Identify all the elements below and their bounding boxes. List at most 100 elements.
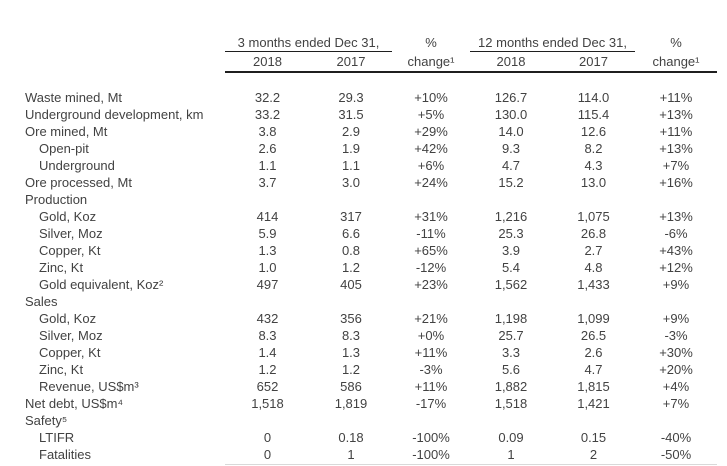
table-row: Gold, Koz 432 356 +21% 1,198 1,099 +9%: [0, 310, 727, 327]
value-cell: 4.3: [584, 158, 603, 173]
row-label: Silver, Moz: [39, 226, 103, 241]
value-cell: 1.1: [258, 158, 277, 173]
value-cell: +31%: [414, 209, 448, 224]
table-header-grid: 3 months ended Dec 31, % 12 months ended…: [225, 34, 717, 70]
value-cell: 8.3: [341, 328, 361, 343]
row-label: Waste mined, Mt: [25, 90, 123, 105]
row-label: Gold, Koz: [39, 311, 97, 326]
value-cell: 652: [256, 379, 279, 394]
table-row: LTIFR 0 0.18 -100% 0.09 0.15 -40%: [0, 429, 727, 446]
value-cell: 12.6: [580, 124, 607, 139]
value-cell: 1.2: [341, 260, 361, 275]
row-label: LTIFR: [39, 430, 75, 445]
value-cell: 8.3: [258, 328, 277, 343]
value-cell: -100%: [412, 430, 450, 445]
table-header: 3 months ended Dec 31, % 12 months ended…: [225, 0, 717, 73]
value-cell: 1,815: [577, 379, 610, 394]
value-cell: +23%: [414, 277, 448, 292]
value-cell: 3.7: [258, 175, 277, 190]
value-cell: 1.2: [258, 362, 277, 377]
value-cell: 586: [340, 379, 362, 394]
value-cell: -11%: [416, 226, 446, 241]
value-cell: [310, 191, 392, 208]
value-cell: -3%: [664, 328, 688, 343]
value-cell: 3.3: [501, 345, 521, 360]
row-label: Fatalities: [39, 447, 92, 462]
pct-change-header-line2: change¹: [407, 54, 455, 69]
value-cell: 497: [256, 277, 279, 292]
value-cell: 0.09: [498, 430, 524, 445]
value-cell: -50%: [660, 447, 692, 462]
table-row: Silver, Moz 8.3 8.3 +0% 25.7 26.5 -3%: [0, 327, 727, 344]
value-cell: 13.0: [580, 175, 607, 190]
value-cell: 0: [263, 447, 272, 462]
value-cell: +9%: [662, 277, 690, 292]
value-cell: 1,421: [577, 396, 610, 411]
pct-change-header-line2: change¹: [652, 54, 700, 69]
value-cell: [552, 293, 635, 310]
row-label: Safety⁵: [25, 413, 68, 428]
value-cell: [392, 191, 470, 208]
value-cell: -6%: [664, 226, 688, 241]
table-row: Net debt, US$m⁴ 1,518 1,819 -17% 1,518 1…: [0, 395, 727, 412]
value-cell: +13%: [659, 209, 693, 224]
value-cell: +7%: [662, 158, 690, 173]
value-cell: 115.4: [577, 107, 610, 122]
value-cell: 1.1: [341, 158, 361, 173]
value-cell: 1.0: [258, 260, 277, 275]
value-cell: +21%: [414, 311, 448, 326]
value-cell: [552, 412, 635, 429]
table-row: Production: [0, 191, 727, 208]
value-cell: +6%: [417, 158, 445, 173]
value-cell: 4.7: [584, 362, 603, 377]
value-cell: [225, 191, 310, 208]
value-cell: 1,518: [251, 396, 284, 411]
value-cell: 25.7: [498, 328, 524, 343]
value-cell: 1,562: [494, 277, 528, 292]
value-cell: [635, 412, 717, 429]
value-cell: 31.5: [338, 107, 364, 122]
value-cell: 405: [340, 277, 362, 292]
value-cell: 1,819: [334, 396, 368, 411]
row-label: Zinc, Kt: [39, 362, 84, 377]
value-cell: +16%: [659, 175, 693, 190]
value-cell: [310, 412, 392, 429]
value-cell: -17%: [415, 396, 447, 411]
value-cell: +4%: [662, 379, 690, 394]
value-cell: +13%: [659, 107, 693, 122]
value-cell: 2.7: [584, 243, 603, 258]
row-label: Gold, Koz: [39, 209, 97, 224]
value-cell: 5.9: [258, 226, 277, 241]
value-cell: +10%: [414, 90, 448, 105]
row-label: Production: [25, 192, 88, 207]
value-cell: 1,198: [494, 311, 528, 326]
value-cell: 414: [256, 209, 279, 224]
value-cell: 1.4: [258, 345, 277, 360]
value-cell: 4.7: [501, 158, 521, 173]
column-group-12-months-title: 12 months ended Dec 31,: [470, 34, 635, 52]
row-label: Underground: [39, 158, 115, 173]
row-label: Copper, Kt: [39, 345, 101, 360]
value-cell: +11%: [659, 90, 693, 105]
value-cell: +30%: [659, 345, 693, 360]
value-cell: 1.3: [258, 243, 277, 258]
value-cell: 1.3: [341, 345, 361, 360]
value-cell: 4.8: [584, 260, 603, 275]
year-header-12m-2017: 2017: [579, 54, 608, 69]
value-cell: 33.2: [254, 107, 281, 122]
row-label: Underground development, km: [25, 107, 204, 122]
value-cell: -40%: [660, 430, 692, 445]
value-cell: 1,433: [577, 277, 610, 292]
row-label: Copper, Kt: [39, 243, 101, 258]
row-label: Sales: [25, 294, 58, 309]
row-label: Zinc, Kt: [39, 260, 84, 275]
table-row: Copper, Kt 1.4 1.3 +11% 3.3 2.6 +30%: [0, 344, 727, 361]
value-cell: 1,099: [577, 311, 610, 326]
value-cell: 126.7: [494, 90, 528, 105]
value-cell: 3.9: [501, 243, 521, 258]
value-cell: +65%: [414, 243, 448, 258]
year-header-3m-2017: 2017: [336, 54, 366, 69]
value-cell: +11%: [414, 345, 448, 360]
value-cell: +11%: [659, 124, 693, 139]
